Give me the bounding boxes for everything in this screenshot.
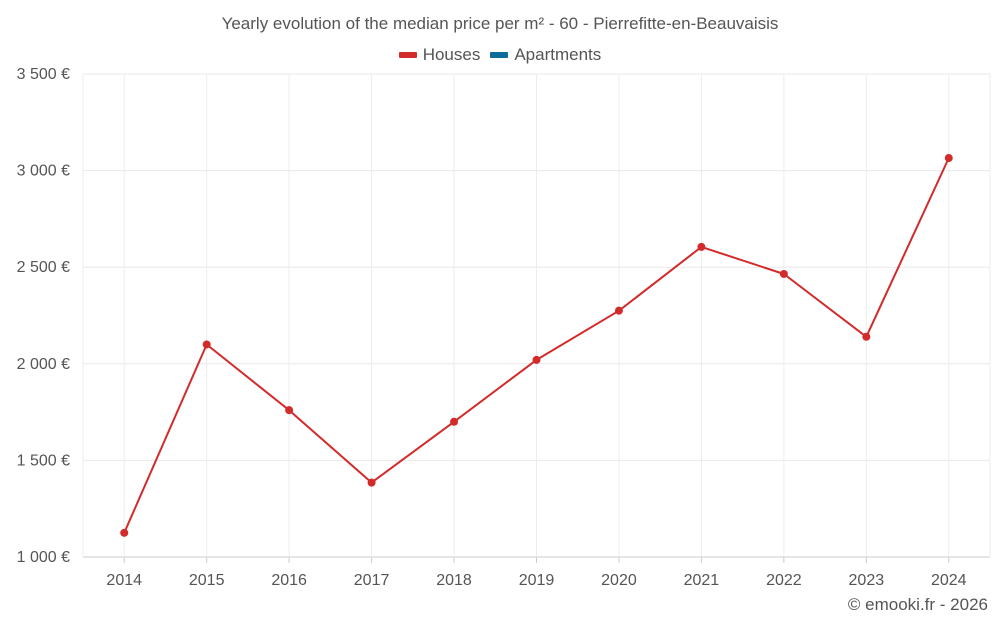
data-point <box>614 306 623 315</box>
data-point <box>120 528 129 537</box>
chart-title: Yearly evolution of the median price per… <box>221 14 779 33</box>
data-point <box>944 154 953 163</box>
y-tick-label: 3 500 € <box>17 66 70 83</box>
x-tick-label: 2018 <box>436 572 472 589</box>
data-point <box>697 242 706 251</box>
legend-swatch-houses <box>398 52 417 58</box>
legend-item-houses[interactable]: Houses <box>398 45 481 65</box>
data-point <box>202 340 211 349</box>
x-tick-label: 2024 <box>931 572 967 589</box>
data-point <box>779 269 788 278</box>
x-tick-label: 2020 <box>601 572 637 589</box>
x-tick-label: 2022 <box>766 572 802 589</box>
x-tick-label: 2023 <box>849 572 885 589</box>
data-point <box>450 417 459 426</box>
x-tick-label: 2019 <box>519 572 555 589</box>
x-tick-label: 2017 <box>354 572 390 589</box>
y-tick-label: 2 500 € <box>17 259 70 276</box>
legend-label-apartments: Apartments <box>514 45 602 64</box>
data-point <box>285 406 294 415</box>
y-tick-label: 1 500 € <box>17 452 70 469</box>
y-tick-label: 1 000 € <box>17 549 70 566</box>
x-tick-label: 2021 <box>684 572 720 589</box>
legend-label-houses: Houses <box>422 45 481 64</box>
y-tick-label: 3 000 € <box>17 163 70 180</box>
x-tick-label: 2015 <box>189 572 225 589</box>
copyright-footer: © emooki.fr - 2026 <box>847 595 988 614</box>
y-tick-label: 2 000 € <box>17 356 70 373</box>
x-tick-label: 2016 <box>271 572 307 589</box>
legend: Houses Apartments <box>0 45 1000 65</box>
x-tick-label: 2014 <box>106 572 142 589</box>
data-point <box>862 332 871 341</box>
legend-item-apartments[interactable]: Apartments <box>490 45 601 65</box>
legend-swatch-apartments <box>490 52 509 58</box>
data-point <box>367 478 376 487</box>
data-point <box>532 355 541 364</box>
